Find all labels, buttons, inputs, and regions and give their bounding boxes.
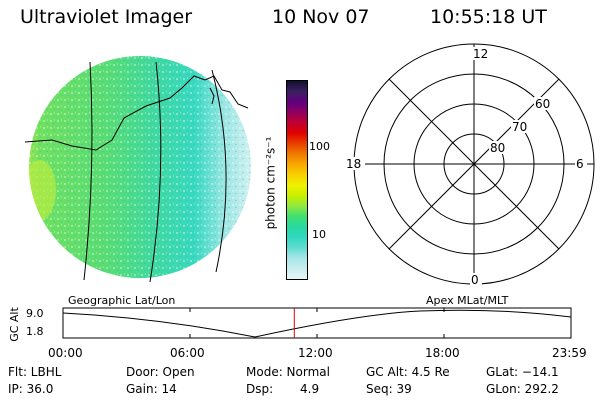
timeline-frame [62, 307, 572, 339]
xtick-1800: 18:00 [425, 346, 460, 360]
gcalt-info: GC Alt: 4.5 Re [366, 365, 450, 379]
xtick-2359: 23:59 [552, 346, 587, 360]
colorbar-tick-100: 100 [309, 140, 330, 153]
xtick-0600: 06:00 [170, 346, 205, 360]
timeline-right-title: Apex MLat/MLT [426, 294, 509, 307]
coastline [24, 75, 249, 151]
glon-info: GLon: 292.2 [486, 382, 559, 396]
mlt-label-6: 6 [576, 157, 584, 171]
altitude-curve [62, 309, 572, 338]
xtick-1200: 12:00 [298, 346, 333, 360]
mlt-label-18: 18 [346, 157, 361, 171]
ytick-top: 9.0 [26, 307, 44, 320]
longitude-line [83, 61, 93, 281]
longitude-line [149, 61, 162, 283]
mlat-label-80: 80 [490, 141, 505, 155]
longitude-line [211, 69, 227, 273]
polar-diagonal [388, 78, 560, 250]
mode-info: Mode: Normal [246, 365, 330, 379]
dsp-label: Dsp: [246, 382, 274, 396]
xtick-0000: 00:00 [48, 346, 83, 360]
door-info: Door: Open [126, 365, 195, 379]
date-label: 10 Nov 07 [272, 6, 370, 28]
dsp-value: 4.9 [300, 382, 320, 396]
glat-info: GLat: −14.1 [486, 365, 559, 379]
instrument-title: Ultraviolet Imager [20, 6, 193, 28]
ytick-bottom: 1.8 [26, 325, 44, 338]
mlat-label-70: 70 [512, 120, 527, 134]
timeline-left-title: Geographic Lat/Lon [68, 294, 176, 307]
flt-info: Flt: LBHL [8, 365, 62, 379]
seq-info: Seq: 39 [366, 382, 412, 396]
gain-info: Gain: 14 [126, 382, 177, 396]
mlat-label-60: 60 [535, 97, 550, 111]
colorbar-tick-10: 10 [312, 228, 326, 241]
ip-info: IP: 36.0 [8, 382, 54, 396]
mlt-label-0: 0 [471, 273, 479, 287]
mlt-label-12: 12 [473, 47, 488, 61]
time-label: 10:55:18 UT [430, 6, 547, 28]
colorbar [286, 80, 308, 280]
